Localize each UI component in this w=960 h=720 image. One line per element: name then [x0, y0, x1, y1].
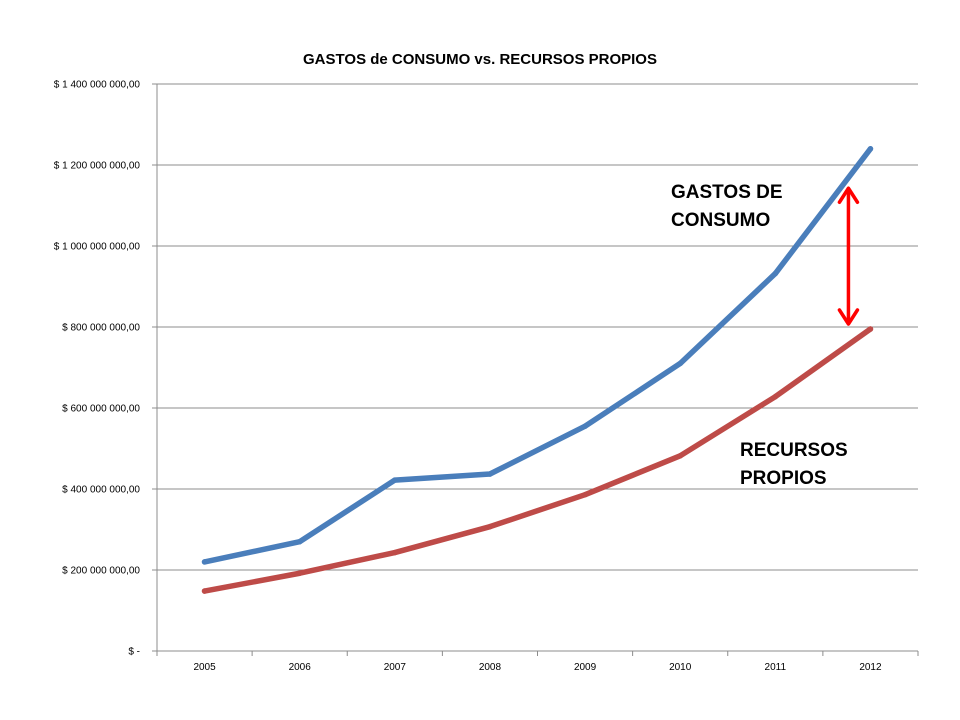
x-axis-ticks: 2005 2006 2007 2008 2009 2010 2011 2012 [156, 651, 919, 673]
recursos-label-line: RECURSOS [740, 440, 848, 461]
data-point-gastos [772, 270, 779, 277]
gastos-label-line: GASTOS DE [671, 182, 783, 203]
data-point-recursos [867, 326, 874, 332]
data-point-gastos [867, 146, 874, 152]
series-line-recursos [201, 326, 874, 594]
data-point-recursos [392, 549, 398, 556]
data-point-recursos [296, 570, 303, 576]
data-point-recursos [677, 453, 683, 459]
data-point-recursos [487, 523, 493, 530]
annotations: GASTOS DE CONSUMO RECURSOS PROPIOS [671, 182, 848, 489]
x-tick-label: 2005 [193, 662, 216, 673]
data-point-gastos [582, 423, 588, 429]
gastos-label: GASTOS DE CONSUMO [671, 182, 783, 231]
data-point-gastos [677, 360, 683, 367]
gridlines [152, 83, 918, 652]
data-point-recursos [772, 393, 779, 400]
gap-arrow-head-top [837, 186, 860, 204]
gap-arrow-head-bottom [837, 308, 860, 326]
x-tick-label: 2007 [384, 662, 407, 673]
y-tick-label: $ 1 200 000 000,00 [54, 161, 141, 172]
y-tick-label: $ 200 000 000,00 [62, 566, 140, 577]
data-point-gastos [487, 471, 493, 477]
y-tick-label: $ - [128, 647, 140, 658]
x-tick-label: 2011 [765, 662, 787, 673]
x-tick-label: 2009 [574, 662, 597, 673]
y-axis-ticks: $ - $ 200 000 000,00 $ 400 000 000,00 $ 600… [54, 80, 141, 658]
y-tick-label: $ 400 000 000,00 [62, 485, 140, 496]
x-tick-label: 2010 [669, 662, 692, 673]
y-tick-label: $ 800 000 000,00 [62, 323, 140, 334]
x-tick-label: 2012 [859, 662, 882, 673]
data-point-recursos [582, 491, 588, 498]
y-tick-label: $ 600 000 000,00 [62, 404, 140, 415]
series-line-gastos [201, 146, 874, 565]
gastos-label-line: CONSUMO [671, 210, 770, 231]
gap-arrow [837, 186, 860, 326]
x-tick-label: 2006 [289, 662, 312, 673]
recursos-label-line: PROPIOS [740, 468, 827, 489]
x-tick-label: 2008 [479, 662, 502, 673]
chart-title: GASTOS de CONSUMO vs. RECURSOS PROPIOS [303, 51, 657, 68]
y-tick-label: $ 1 400 000 000,00 [54, 80, 141, 91]
data-point-gastos [201, 559, 208, 565]
data-point-gastos [296, 538, 303, 545]
series-lines [201, 146, 874, 594]
data-point-recursos [201, 588, 208, 594]
y-tick-label: $ 1 000 000 000,00 [54, 242, 141, 253]
recursos-label: RECURSOS PROPIOS [740, 440, 848, 489]
data-point-gastos [392, 477, 398, 483]
